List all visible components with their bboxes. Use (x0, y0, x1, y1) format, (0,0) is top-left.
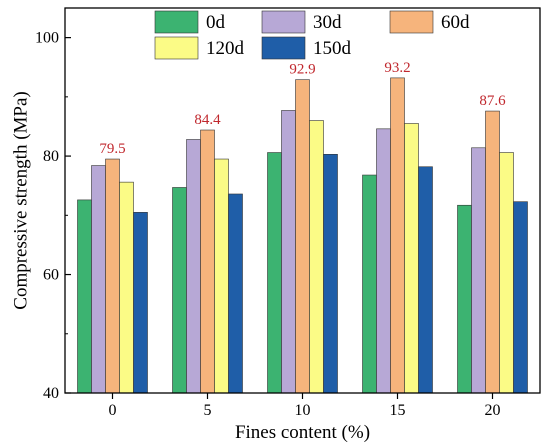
legend-swatch-0d (154, 10, 199, 34)
x-axis-ticks: 0 5 10 15 20 (109, 393, 501, 419)
bar-0d-15 (362, 174, 377, 394)
legend-label-150d: 150d (313, 38, 352, 59)
y-tick-label-100: 100 (35, 30, 59, 47)
x-axis-title: Fines content (%) (235, 422, 370, 443)
y-tick-label-80: 80 (43, 148, 59, 165)
data-label-20: 87.6 (479, 93, 506, 109)
bar-30d-5 (186, 139, 201, 394)
bar-60d-5 (200, 129, 215, 394)
bar-120d-20 (499, 152, 514, 394)
data-labels-group: 79.5 84.4 92.9 93.2 87.6 (99, 60, 506, 157)
legend: 0d 30d 60d 120d 150d (154, 10, 470, 60)
legend-swatch-120d (154, 36, 199, 60)
legend-label-120d: 120d (206, 38, 245, 59)
x-tick-label-20: 20 (485, 402, 501, 419)
bar-30d-15 (376, 128, 391, 394)
bar-120d-0 (119, 181, 134, 394)
x-tick-label-0: 0 (109, 402, 117, 419)
bar-60d-0 (105, 158, 120, 394)
y-axis-ticks: 40 60 80 100 (35, 30, 71, 402)
legend-label-0d: 0d (206, 12, 226, 33)
y-axis-title: Compressive strength (MPa) (10, 91, 31, 309)
bar-150d-15 (418, 166, 433, 394)
bar-30d-10 (281, 110, 296, 394)
legend-label-30d: 30d (313, 12, 342, 33)
data-label-15: 93.2 (384, 60, 410, 76)
bar-60d-20 (485, 110, 500, 394)
x-tick-label-10: 10 (295, 402, 311, 419)
bar-120d-5 (214, 158, 229, 394)
legend-label-60d: 60d (441, 12, 470, 33)
bar-120d-15 (404, 123, 419, 394)
bar-30d-0 (91, 165, 106, 394)
x-tick-label-15: 15 (390, 402, 406, 419)
y-tick-label-40: 40 (43, 385, 59, 402)
bar-120d-10 (309, 120, 324, 394)
legend-swatch-60d (389, 10, 434, 34)
data-label-0: 79.5 (99, 141, 125, 157)
data-label-10: 92.9 (289, 62, 315, 78)
bar-60d-15 (390, 77, 405, 394)
legend-swatch-30d (261, 10, 306, 34)
bar-0d-20 (457, 204, 472, 394)
bars-group (77, 77, 528, 394)
bar-0d-5 (172, 187, 187, 394)
data-label-5: 84.4 (194, 112, 221, 128)
legend-swatch-150d (261, 36, 306, 60)
y-tick-label-60: 60 (43, 267, 59, 284)
bar-30d-20 (471, 147, 486, 394)
bar-0d-0 (77, 199, 92, 394)
bar-150d-5 (228, 193, 243, 394)
x-tick-label-5: 5 (204, 402, 212, 419)
bar-150d-0 (133, 212, 148, 394)
bar-150d-20 (513, 201, 528, 394)
bar-60d-10 (295, 79, 310, 394)
bar-0d-10 (267, 152, 282, 394)
bar-150d-10 (323, 154, 338, 394)
